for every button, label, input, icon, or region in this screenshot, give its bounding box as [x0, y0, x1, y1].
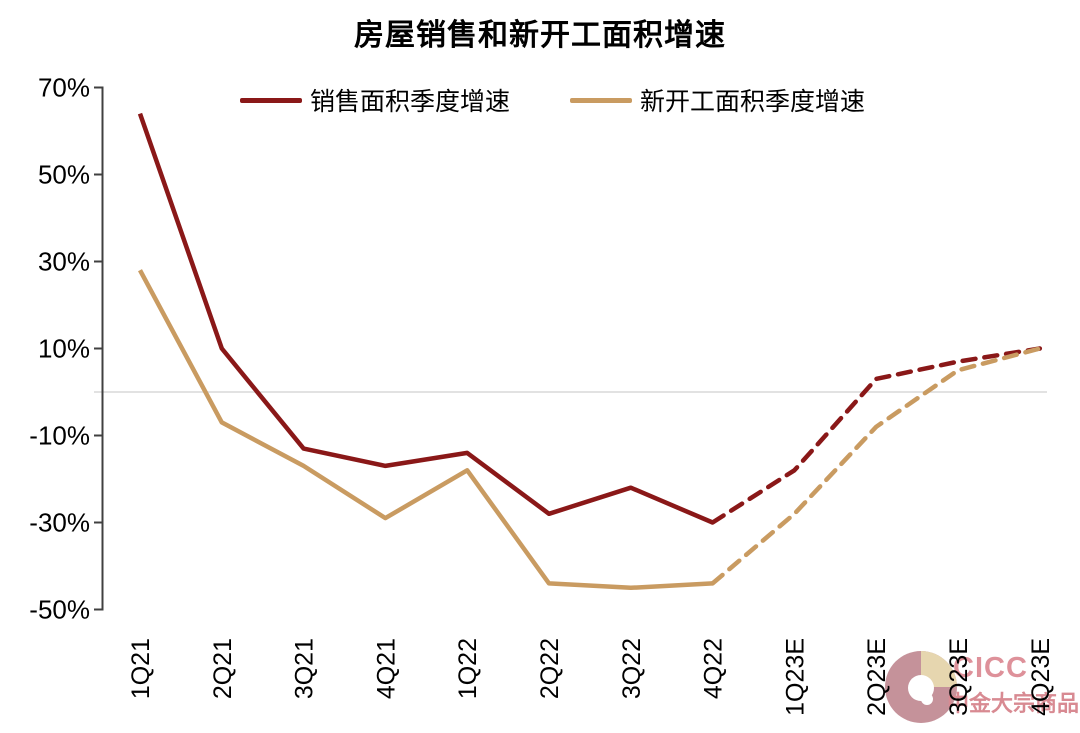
x-axis-label: 2Q21 [209, 638, 237, 699]
series-line-solid-1 [138, 269, 713, 591]
legend-item-sales: 销售面积季度增速 [240, 86, 510, 116]
x-axis-label: 4Q21 [372, 638, 400, 699]
legend-label-sales: 销售面积季度增速 [310, 88, 511, 116]
y-axis-label: 10% [38, 334, 90, 364]
legend-swatch-sales [240, 97, 302, 103]
y-axis-label: -10% [29, 421, 90, 451]
y-axis-label: 30% [38, 247, 90, 277]
y-axis-label: 70% [38, 73, 90, 103]
x-axis-label: 3Q22 [618, 638, 646, 699]
legend-item-new-starts: 新开工面积季度增速 [570, 86, 865, 116]
x-axis-label: 3Q21 [291, 638, 319, 699]
y-axis-label: 50% [38, 160, 90, 190]
x-axis-label: 1Q22 [454, 638, 482, 699]
x-axis-label: 1Q21 [127, 638, 155, 699]
watermark: CICC 中金大宗商品 [884, 648, 1080, 728]
watermark-brand-text: CICC [953, 652, 1028, 684]
watermark-sub-text: 中金大宗商品 [947, 691, 1080, 716]
series-line-dashed-0 [710, 346, 1043, 525]
cicc-logo-icon [885, 651, 957, 723]
x-axis-label: 2Q22 [536, 638, 564, 699]
legend-label-new-starts: 新开工面积季度增速 [640, 88, 866, 116]
x-axis-label: 2Q23E [863, 638, 891, 716]
legend-swatch-new-starts [570, 97, 632, 103]
series-line-dashed-1 [710, 346, 1043, 586]
x-axis-label: 3Q23E [945, 638, 973, 716]
series-line-solid-0 [137, 112, 714, 525]
y-axis-label: -50% [29, 595, 90, 625]
chart-title: 房屋销售和新开工面积增速 [354, 19, 726, 52]
x-axis-label: 4Q23E [1027, 638, 1055, 716]
y-axis-label: -30% [29, 508, 90, 538]
x-axis-label: 1Q23E [781, 638, 809, 716]
x-axis-label: 4Q22 [700, 638, 728, 699]
